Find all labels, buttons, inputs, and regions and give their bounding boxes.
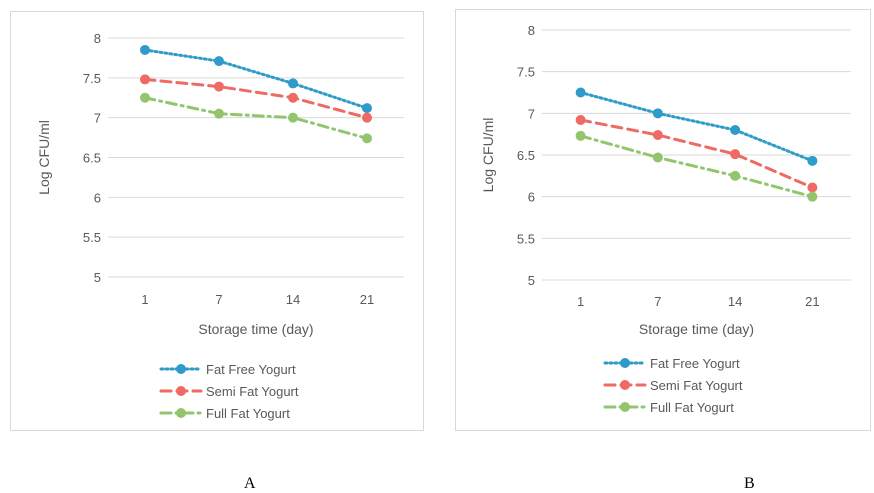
data-point	[730, 170, 741, 181]
legend-label: Semi Fat Yogurt	[206, 384, 299, 399]
legend-label: Semi Fat Yogurt	[650, 378, 743, 393]
y-tick-label: 8	[94, 31, 101, 46]
chart-b-svg: 5 5.5 6 6.5 7 7.5 8 1 7 14 21 Storage time (day) Log…	[480, 23, 851, 415]
y-tick-label: 7.5	[517, 65, 535, 80]
y-tick-label: 5	[94, 270, 101, 285]
x-tick-label: 1	[577, 294, 584, 309]
data-point	[807, 182, 818, 193]
series-line	[143, 48, 369, 110]
legend-swatch-marker	[176, 386, 186, 396]
y-tick-label: 7	[528, 106, 535, 121]
data-point	[652, 130, 663, 140]
data-point	[575, 87, 586, 98]
data-point	[575, 115, 586, 125]
data-point	[652, 152, 663, 163]
x-tick-label: 7	[215, 292, 222, 307]
x-tick-label: 7	[654, 294, 661, 309]
y-tick-label: 5.5	[517, 231, 535, 246]
y-tick-label: 6	[94, 190, 101, 205]
data-point	[214, 56, 224, 67]
legend-swatch-marker	[176, 408, 186, 418]
x-tick-label: 21	[360, 292, 374, 307]
series-line	[579, 134, 814, 199]
x-tick-label: 14	[286, 292, 300, 307]
data-point	[288, 78, 298, 89]
y-tick-label: 5.5	[83, 230, 101, 245]
legend-label: Full Fat Yogurt	[206, 406, 290, 421]
chart-panel-b: 5 5.5 6 6.5 7 7.5 8 1 7 14 21 Storage time (day) Log…	[455, 9, 871, 431]
data-point	[730, 125, 741, 135]
y-tick-label: 6	[528, 190, 535, 205]
data-point	[214, 108, 224, 119]
y-axis-title: Log CFU/ml	[480, 118, 496, 193]
series-line	[143, 77, 369, 120]
legend-swatch-marker	[176, 364, 186, 374]
data-point	[362, 133, 372, 144]
chart-panel-a: 5 5.5 6 6.5 7 7.5 8 1 7 14 21 Storage time (day) Log…	[10, 11, 424, 431]
data-point	[140, 44, 150, 55]
x-tick-label: 21	[805, 294, 819, 309]
series-line	[579, 118, 814, 189]
data-point	[730, 149, 741, 160]
data-point	[807, 155, 818, 166]
legend-label: Fat Free Yogurt	[206, 362, 296, 377]
data-point	[807, 191, 818, 202]
data-point	[288, 92, 298, 103]
panel-label-b: B	[744, 475, 755, 492]
x-axis-title: Storage time (day)	[198, 321, 313, 337]
legend-swatch-marker	[620, 380, 630, 390]
legend-swatch-marker	[620, 358, 630, 368]
series-line	[143, 96, 369, 140]
x-axis-title: Storage time (day)	[639, 321, 754, 337]
data-point	[362, 112, 372, 123]
chart-a-svg: 5 5.5 6 6.5 7 7.5 8 1 7 14 21 Storage time (day) Log…	[36, 31, 404, 421]
y-tick-label: 6.5	[83, 151, 101, 166]
legend-label: Full Fat Yogurt	[650, 400, 734, 415]
data-point	[140, 74, 150, 85]
x-tick-label: 1	[141, 292, 148, 307]
data-point	[140, 92, 150, 103]
data-point	[214, 81, 224, 92]
legend-swatch-marker	[620, 402, 630, 412]
y-tick-label: 6.5	[517, 148, 535, 163]
data-point	[362, 103, 372, 114]
y-tick-label: 5	[528, 273, 535, 288]
x-tick-label: 14	[728, 294, 742, 309]
data-point	[652, 108, 663, 119]
y-axis-title: Log CFU/ml	[36, 120, 52, 195]
y-tick-label: 7	[94, 111, 101, 126]
data-point	[288, 112, 298, 123]
legend-label: Fat Free Yogurt	[650, 356, 740, 371]
y-tick-label: 7.5	[83, 71, 101, 86]
series-line	[579, 91, 814, 163]
y-tick-label: 8	[528, 23, 535, 38]
panel-label-a: A	[244, 475, 256, 492]
data-point	[575, 130, 586, 141]
